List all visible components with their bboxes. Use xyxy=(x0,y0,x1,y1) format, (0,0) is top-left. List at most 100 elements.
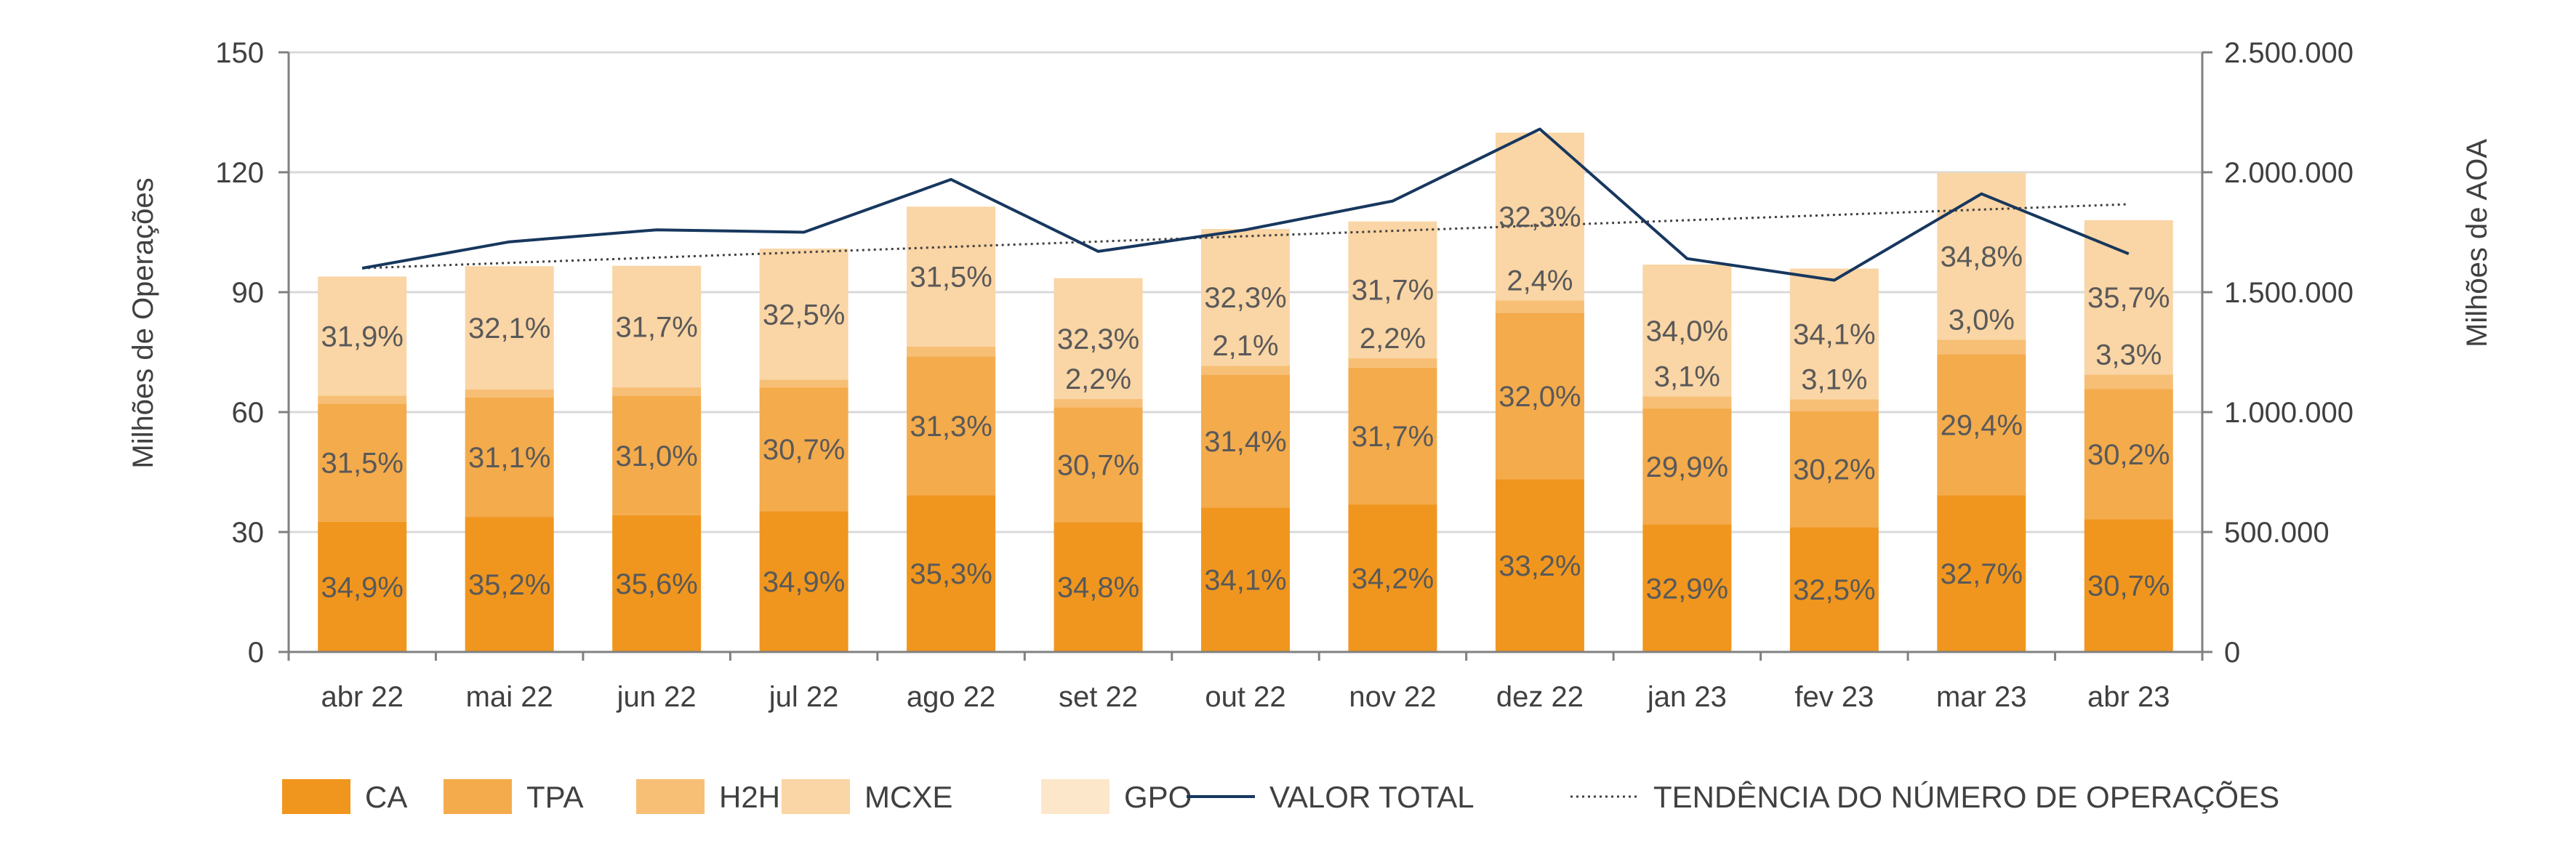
data-label-tpa: 30,2% xyxy=(2087,439,2170,471)
x-tick-label: mai 22 xyxy=(466,681,553,713)
x-tick-label: dez 22 xyxy=(1496,681,1584,713)
bar-segment-h2h xyxy=(907,347,995,357)
data-label-ca: 35,6% xyxy=(615,568,697,600)
data-label-ca: 34,2% xyxy=(1352,563,1434,595)
x-tick-label: nov 22 xyxy=(1349,681,1436,713)
legend-label: TENDÊNCIA DO NÚMERO DE OPERAÇÕES xyxy=(1653,780,2279,814)
x-tick-label: fev 23 xyxy=(1794,681,1874,713)
data-label-tpa: 30,7% xyxy=(763,434,845,466)
x-tick-label: abr 23 xyxy=(2087,681,2170,713)
data-label-ca: 33,2% xyxy=(1498,550,1581,582)
data-label-h2h: 3,1% xyxy=(1654,361,1720,393)
legend-swatch xyxy=(1041,779,1110,814)
data-label-tpa: 30,2% xyxy=(1793,454,1875,486)
data-label-ca: 32,5% xyxy=(1793,574,1875,606)
legend-swatch xyxy=(444,779,512,814)
data-label-mcxe: 34,0% xyxy=(1646,315,1728,347)
y-right-tick-label: 1.000.000 xyxy=(2224,397,2354,429)
data-label-mcxe: 34,8% xyxy=(1941,241,2023,273)
bar-segment-h2h xyxy=(1642,397,1731,409)
bar-segment-h2h xyxy=(1054,399,1143,408)
legend-item-tpa: TPA xyxy=(444,779,584,814)
data-label-ca: 34,1% xyxy=(1204,565,1286,597)
data-label-h2h: 2,1% xyxy=(1212,330,1278,362)
x-tick-label: out 22 xyxy=(1205,681,1285,713)
data-label-tpa: 31,0% xyxy=(615,440,697,472)
data-label-mcxe: 35,7% xyxy=(2087,282,2170,314)
x-tick-label: mar 23 xyxy=(1936,681,2027,713)
bar-segment-h2h xyxy=(465,390,554,398)
data-label-tpa: 29,9% xyxy=(1646,451,1728,483)
legend-label: GPO xyxy=(1124,780,1192,814)
legend-label: H2H xyxy=(719,780,780,814)
bar-segment-h2h xyxy=(1496,301,1584,313)
data-label-tpa: 30,7% xyxy=(1057,449,1139,481)
legend-item-h2h: H2H xyxy=(636,779,780,814)
x-tick-label: ago 22 xyxy=(907,681,995,713)
data-label-mcxe: 32,1% xyxy=(468,313,550,345)
bar-segment-h2h xyxy=(1348,358,1437,368)
legend: CA TPA H2H MCXE GPO VALOR TOTAL TENDÊNCIA DO N… xyxy=(282,779,2279,814)
data-label-h2h: 2,2% xyxy=(1360,323,1426,355)
legend-item-gpo: GPO xyxy=(1041,779,1192,814)
y-right-axis-title: Milhões de AOA xyxy=(2461,139,2493,347)
data-label-h2h: 2,2% xyxy=(1065,363,1131,395)
data-label-ca: 35,2% xyxy=(468,569,550,601)
legend-item-tend-ncia-do-n-mero-de-opera-es: TENDÊNCIA DO NÚMERO DE OPERAÇÕES xyxy=(1570,780,2279,814)
legend-swatch xyxy=(282,779,350,814)
bar-segment-h2h xyxy=(1790,399,1879,411)
bar-segment-h2h xyxy=(1937,339,2026,354)
bar-segment-h2h xyxy=(2085,374,2173,389)
bar-segment-h2h xyxy=(612,387,701,396)
data-label-mcxe: 31,7% xyxy=(1352,275,1434,307)
y-left-tick-label: 60 xyxy=(232,397,265,429)
data-label-tpa: 31,3% xyxy=(910,411,992,443)
data-label-ca: 35,3% xyxy=(910,558,992,590)
data-label-mcxe: 31,7% xyxy=(615,311,697,343)
y-left-axis-title: Milhões de Operações xyxy=(127,177,159,468)
x-tick-label: jan 23 xyxy=(1647,681,1727,713)
data-label-mcxe: 31,5% xyxy=(910,262,992,294)
legend-label: VALOR TOTAL xyxy=(1269,780,1474,814)
data-label-h2h: 3,3% xyxy=(2095,339,2162,371)
y-left-tick-label: 90 xyxy=(232,277,265,309)
legend-label: TPA xyxy=(526,780,584,814)
data-label-ca: 34,8% xyxy=(1057,572,1139,604)
y-left-tick-label: 120 xyxy=(215,157,264,189)
data-label-mcxe: 32,3% xyxy=(1204,282,1286,314)
y-right-tick-label: 1.500.000 xyxy=(2224,277,2354,309)
data-label-mcxe: 32,5% xyxy=(763,299,845,331)
data-label-tpa: 31,5% xyxy=(321,448,404,480)
y-right-tick-label: 2.000.000 xyxy=(2224,157,2354,189)
data-label-tpa: 32,0% xyxy=(1498,381,1581,413)
y-left-tick-label: 150 xyxy=(215,37,264,69)
y-right-tick-label: 0 xyxy=(2224,637,2240,669)
data-label-tpa: 31,1% xyxy=(468,442,550,474)
y-right-tick-label: 500.000 xyxy=(2224,517,2330,549)
data-label-h2h: 3,0% xyxy=(1949,304,2015,336)
x-tick-label: jul 22 xyxy=(769,681,839,713)
y-left-tick-label: 30 xyxy=(232,517,265,549)
data-label-ca: 32,7% xyxy=(1941,558,2023,590)
data-label-ca: 32,9% xyxy=(1646,573,1728,605)
data-label-mcxe: 32,3% xyxy=(1057,323,1139,355)
y-left-tick-label: 0 xyxy=(248,637,264,669)
bar-segment-h2h xyxy=(760,379,848,387)
data-label-h2h: 3,1% xyxy=(1801,363,1867,395)
data-label-mcxe: 31,9% xyxy=(321,321,404,353)
legend-item-valor-total: VALOR TOTAL xyxy=(1187,780,1474,814)
bar-segment-h2h xyxy=(318,395,406,403)
x-tick-label: jun 22 xyxy=(617,681,697,713)
x-tick-label: set 22 xyxy=(1059,681,1138,713)
legend-label: MCXE xyxy=(864,780,952,814)
data-label-ca: 34,9% xyxy=(321,571,404,603)
data-label-h2h: 2,4% xyxy=(1506,265,1573,297)
data-label-ca: 34,9% xyxy=(763,566,845,598)
legend-swatch xyxy=(636,779,705,814)
legend-swatch xyxy=(782,779,850,814)
data-label-mcxe: 34,1% xyxy=(1793,318,1875,350)
data-label-tpa: 29,4% xyxy=(1941,409,2023,441)
legend-item-ca: CA xyxy=(282,779,407,814)
